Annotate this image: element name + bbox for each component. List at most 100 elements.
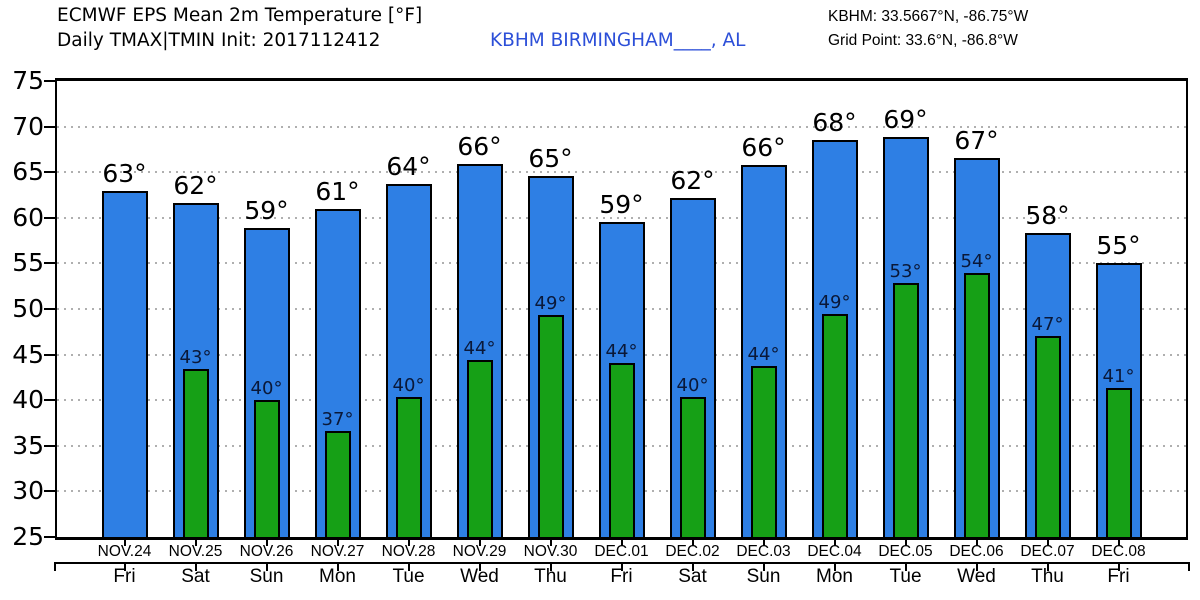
x-axis-day-label: Wed bbox=[460, 566, 499, 587]
tmax-value-label: 58° bbox=[1025, 201, 1070, 231]
x-axis-day-tick bbox=[407, 564, 410, 571]
y-axis-tick bbox=[44, 125, 55, 128]
tmin-value-label: 44° bbox=[747, 344, 780, 366]
tmin-bar bbox=[324, 431, 351, 537]
x-axis-date-tick bbox=[336, 540, 339, 546]
x-axis-date-label: DEC.05 bbox=[878, 543, 933, 560]
x-axis-day-tick bbox=[762, 564, 765, 571]
x-axis-day-tick bbox=[975, 564, 978, 571]
tmin-bar bbox=[466, 360, 493, 537]
grid-point-coordinates: Grid Point: 33.6°N, -86.8°W bbox=[828, 32, 1018, 49]
x-axis-date-label: DEC.07 bbox=[1020, 543, 1075, 560]
x-axis-date-tick bbox=[265, 540, 268, 546]
day-axis-end-tick bbox=[54, 562, 56, 571]
y-axis-tick bbox=[44, 353, 55, 356]
x-axis-date-label: NOV.29 bbox=[452, 543, 507, 560]
y-axis-tick bbox=[44, 80, 55, 82]
tmin-bar bbox=[182, 369, 209, 537]
x-axis-day-tick bbox=[123, 564, 126, 571]
x-axis-day-label: Thu bbox=[534, 566, 567, 587]
x-axis-date-label: NOV.28 bbox=[381, 543, 436, 560]
x-axis-date-label: DEC.02 bbox=[665, 543, 720, 560]
x-axis-day-tick bbox=[904, 564, 907, 571]
tmin-bar bbox=[821, 314, 848, 537]
x-axis-date-tick bbox=[1117, 540, 1120, 546]
tmin-bar bbox=[537, 315, 564, 537]
y-axis-tick bbox=[44, 490, 55, 493]
x-axis-day-label: Mon bbox=[319, 566, 356, 587]
y-axis-tick-label: 40 bbox=[12, 385, 44, 415]
tmax-value-label: 59° bbox=[244, 195, 289, 225]
tmin-bar bbox=[395, 396, 422, 537]
y-axis-tick-label: 35 bbox=[12, 430, 44, 460]
x-axis-day-label: Sun bbox=[746, 566, 781, 587]
x-axis-day-label: Wed bbox=[957, 566, 996, 587]
tmax-value-label: 65° bbox=[528, 143, 573, 173]
day-axis-line bbox=[54, 562, 1190, 564]
tmax-value-label: 69° bbox=[883, 104, 928, 134]
x-axis-date-tick bbox=[904, 540, 907, 546]
tmin-value-label: 40° bbox=[250, 378, 283, 400]
y-axis-tick bbox=[44, 399, 55, 402]
x-axis-date-label: DEC.03 bbox=[736, 543, 791, 560]
x-axis-date-label: DEC.04 bbox=[807, 543, 862, 560]
x-axis-day-label: Fri bbox=[610, 566, 633, 587]
x-axis-day-tick bbox=[691, 564, 694, 571]
x-axis-date-tick bbox=[549, 540, 552, 546]
y-axis-tick-label: 70 bbox=[12, 111, 44, 141]
x-axis-day-label: Fri bbox=[113, 566, 136, 587]
y-axis-tick bbox=[44, 536, 55, 538]
y-axis-tick-label: 55 bbox=[12, 248, 44, 278]
y-axis-tick-label: 75 bbox=[12, 66, 44, 95]
x-axis-date-label: NOV.25 bbox=[168, 543, 223, 560]
tmax-value-label: 63° bbox=[102, 159, 147, 189]
x-axis-day-label: Sat bbox=[181, 566, 210, 587]
plot-area: 63° 62° 43° 59° 40° 61° 37° 64° 40° 66° 44° 65° 49° 5… bbox=[55, 78, 1188, 540]
tmin-value-label: 37° bbox=[321, 409, 354, 431]
x-axis-day-tick bbox=[620, 564, 623, 571]
x-axis-date-tick bbox=[1046, 540, 1049, 546]
x-axis-date-label: DEC.01 bbox=[594, 543, 649, 560]
x-axis-day-tick bbox=[336, 564, 339, 571]
tmin-bar bbox=[750, 366, 777, 537]
x-axis-date-tick bbox=[478, 540, 481, 546]
y-axis-tick bbox=[44, 216, 55, 219]
tmin-value-label: 54° bbox=[960, 250, 993, 272]
station-coordinates: KBHM: 33.5667°N, -86.75°W bbox=[828, 8, 1029, 25]
station-name: KBHM BIRMINGHAM____, AL bbox=[490, 30, 746, 51]
x-axis-date-tick bbox=[620, 540, 623, 546]
y-axis-tick-label: 30 bbox=[12, 476, 44, 506]
tmin-value-label: 49° bbox=[534, 293, 567, 315]
x-axis-date-tick bbox=[975, 540, 978, 546]
x-axis-date-label: NOV.26 bbox=[239, 543, 294, 560]
chart-title-line2: Daily TMAX|TMIN Init: 2017112412 bbox=[57, 30, 381, 51]
tmax-bar bbox=[101, 191, 148, 537]
x-axis-date-tick bbox=[194, 540, 197, 546]
tmin-bar bbox=[608, 362, 635, 537]
x-axis-day-tick bbox=[265, 564, 268, 571]
tmin-value-label: 44° bbox=[463, 338, 496, 360]
y-axis-tick-label: 25 bbox=[12, 522, 44, 551]
x-axis-date-tick bbox=[691, 540, 694, 546]
tmin-bar bbox=[1105, 388, 1132, 537]
tmin-bar bbox=[1034, 336, 1061, 537]
x-axis-day-label: Sat bbox=[678, 566, 707, 587]
tmax-value-label: 55° bbox=[1096, 230, 1141, 260]
y-axis-tick-label: 45 bbox=[12, 339, 44, 369]
y-axis-tick bbox=[44, 262, 55, 265]
chart-title-line1: ECMWF EPS Mean 2m Temperature [°F] bbox=[57, 5, 423, 26]
tmax-value-label: 66° bbox=[741, 132, 786, 162]
x-axis-day-label: Sun bbox=[249, 566, 284, 587]
y-axis-tick bbox=[44, 171, 55, 174]
y-axis-tick-label: 60 bbox=[12, 202, 44, 232]
x-axis-day-tick bbox=[1117, 564, 1120, 571]
x-axis-date-label: DEC.08 bbox=[1091, 543, 1146, 560]
tmax-value-label: 68° bbox=[812, 108, 857, 138]
x-axis-date-label: NOV.24 bbox=[97, 543, 152, 560]
tmin-value-label: 40° bbox=[676, 374, 709, 396]
x-axis-date-label: DEC.06 bbox=[949, 543, 1004, 560]
y-axis-tick-label: 65 bbox=[12, 157, 44, 187]
x-axis-day-tick bbox=[549, 564, 552, 571]
tmin-bar bbox=[892, 283, 919, 537]
